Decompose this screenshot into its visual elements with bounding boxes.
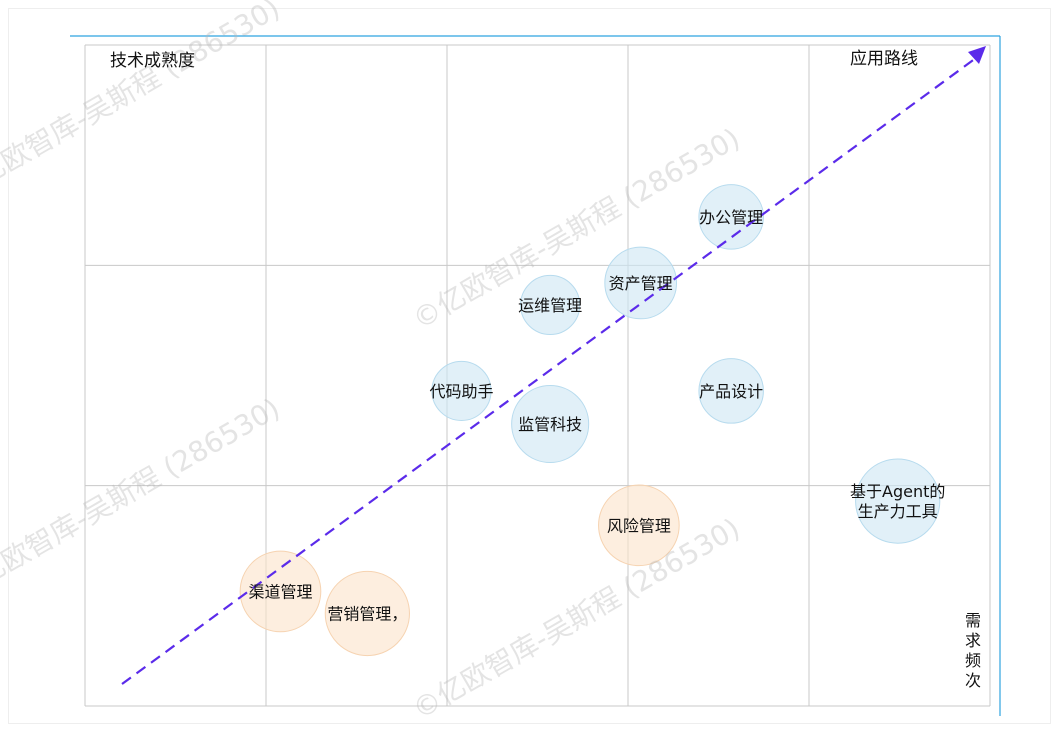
bubble: [698, 184, 764, 250]
bubble-label: 运维管理: [518, 296, 582, 315]
y-axis-title: 技术成熟度: [110, 50, 195, 71]
bubble: [604, 246, 678, 320]
trend-dashed-line: [121, 57, 977, 685]
x-axis-title: 需求频次: [965, 611, 981, 690]
watermark-text: ©亿欧智库-吴斯程 (286530): [0, 392, 285, 606]
bubble: [431, 360, 492, 421]
bubble: [511, 384, 590, 463]
bubble-label: 办公管理: [699, 208, 763, 227]
bubble-label: 风险管理: [607, 516, 671, 535]
bubble: [598, 484, 680, 567]
bubble-label: 代码助手: [429, 382, 493, 401]
watermark-text: ©亿欧智库-吴斯程 (286530): [0, 0, 285, 206]
bubbles: [239, 184, 941, 657]
chart-frame: [70, 35, 1001, 716]
grid-lines: [84, 44, 991, 707]
bubble-label: 监管科技: [518, 415, 582, 434]
bubble: [324, 570, 410, 657]
bubble-label: 资产管理: [609, 274, 673, 293]
trend-arrow: [121, 46, 986, 685]
bubble: [698, 358, 764, 424]
bubble: [520, 274, 581, 336]
bubble-label: 渠道管理: [248, 582, 312, 601]
bubble-label: 营销管理，: [327, 604, 407, 623]
page-border: [8, 8, 1051, 724]
trend-arrow-head: [968, 46, 986, 64]
bubble-label: 产品设计: [699, 382, 763, 401]
route-label: 应用路线: [850, 49, 918, 69]
bubble: [855, 458, 941, 544]
bubble-label: 基于Agent的生产力工具: [850, 482, 945, 521]
bubble: [239, 550, 322, 633]
watermark-text: ©亿欧智库-吴斯程 (286530): [407, 512, 745, 726]
